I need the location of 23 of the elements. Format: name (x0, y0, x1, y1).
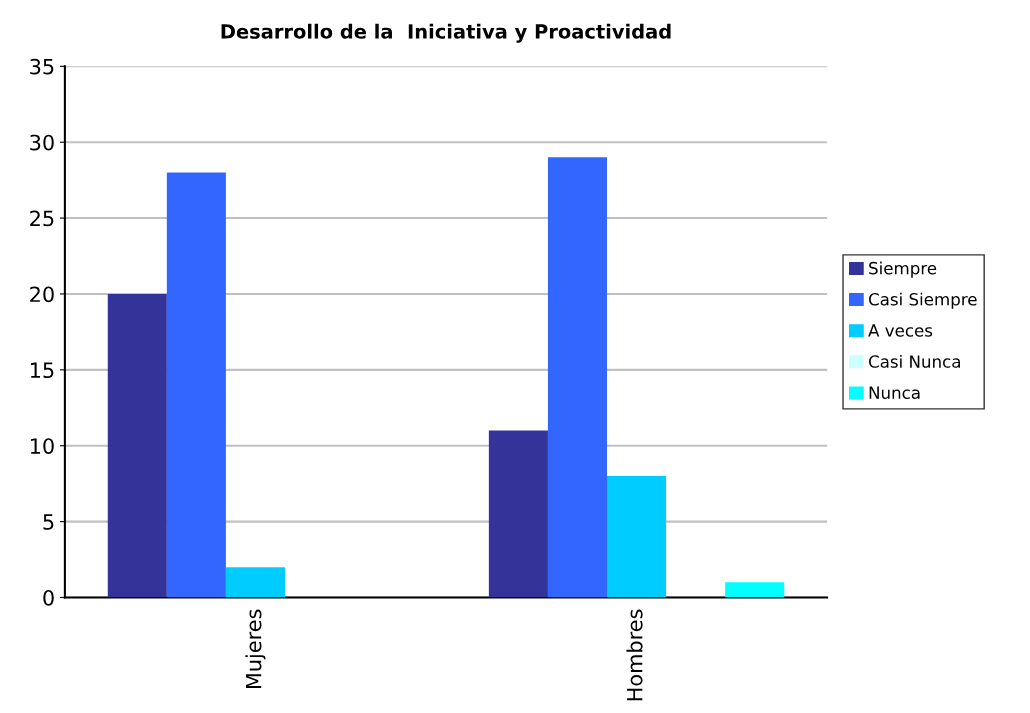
bar (547, 157, 607, 598)
legend-label: Casi Siempre (868, 292, 977, 309)
legend-label: Casi Nunca (868, 354, 960, 368)
y-tick-label: 10 (30, 438, 54, 454)
legend-label: Siempre (869, 261, 937, 278)
legend-label: Nunca (869, 386, 920, 399)
bar (225, 567, 285, 598)
bar (488, 430, 548, 598)
y-tick-label: 25 (30, 210, 54, 227)
bar (107, 293, 167, 598)
y-tick-label: 20 (30, 286, 54, 303)
y-tick-label: 5 (43, 514, 54, 530)
bar (607, 476, 667, 598)
bar (725, 582, 785, 598)
x-tick-label: Mujeres (245, 609, 266, 689)
legend-label: A veces (868, 324, 933, 337)
chart-title: Desarrollo de la Iniciativa y Proactividad (221, 23, 671, 43)
bar (166, 172, 226, 598)
y-tick-label: 30 (30, 134, 54, 151)
y-tick-label: 35 (30, 58, 54, 75)
y-tick-label: 0 (43, 589, 54, 606)
y-tick-label: 15 (30, 362, 54, 379)
x-tick-label: Hombres (626, 609, 643, 701)
